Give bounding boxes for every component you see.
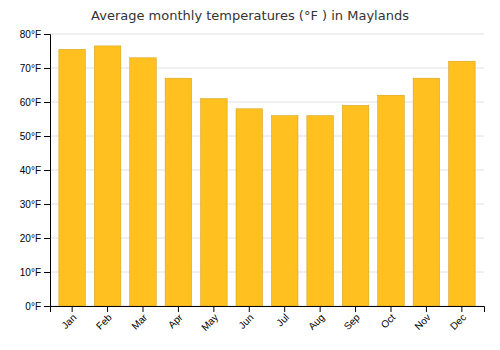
y-tick: 0°F <box>25 301 50 312</box>
y-tick-mark <box>44 238 50 239</box>
y-tick-label: 80°F <box>20 29 41 40</box>
x-tick-mark <box>249 306 250 312</box>
y-axis-line <box>44 35 51 307</box>
y-axis: 0°F 10°F 20°F 30°F 40°F 50°F 60°F 70°F 80°F <box>20 29 51 312</box>
x-tick-mark <box>72 306 73 312</box>
x-tick: May <box>199 306 220 333</box>
y-tick-mark <box>44 136 50 137</box>
y-tick-label: 40°F <box>20 165 41 176</box>
y-tick-mark <box>44 306 50 307</box>
x-tick-label: Mar <box>129 311 149 331</box>
title: Average monthly temperatures (°F ) in Ma… <box>91 8 409 23</box>
x-tick: Oct <box>379 306 398 330</box>
y-tick: 40°F <box>20 165 50 176</box>
y-tick-mark <box>44 34 50 35</box>
x-tick: Nov <box>412 306 432 332</box>
x-tick-mark <box>284 306 285 312</box>
x-tick: Dec <box>448 306 468 332</box>
x-tick: Jun <box>236 306 255 331</box>
x-tick-label: Aug <box>306 312 326 332</box>
y-tick-label: 60°F <box>20 97 41 108</box>
bar <box>307 116 334 306</box>
x-tick: Apr <box>166 306 185 330</box>
x-tick-mark <box>320 306 321 312</box>
x-tick: Mar <box>129 306 149 332</box>
bar <box>378 95 405 306</box>
bar <box>236 109 263 306</box>
y-tick-label: 50°F <box>20 131 41 142</box>
x-tick-mark <box>213 306 214 312</box>
y-tick: 30°F <box>20 199 50 210</box>
x-tick-label: Nov <box>412 312 432 332</box>
x-tick: Aug <box>306 306 326 332</box>
y-tick-label: 0°F <box>25 301 41 312</box>
plot: 0°F 10°F 20°F 30°F 40°F 50°F 60°F 70°F 80°F Jan Fe… <box>20 29 485 333</box>
x-axis-line <box>51 307 485 313</box>
bars <box>59 46 475 306</box>
y-tick: 60°F <box>20 97 50 108</box>
x-tick-mark <box>461 306 462 312</box>
grid <box>50 34 484 306</box>
bar <box>165 78 192 306</box>
x-tick: Jan <box>59 306 78 331</box>
y-tick-mark <box>44 204 50 205</box>
y-tick-label: 70°F <box>20 63 41 74</box>
x-tick-label: Feb <box>94 311 114 331</box>
x-tick-label: Jan <box>59 312 78 331</box>
bar <box>59 49 86 306</box>
bar <box>342 105 369 306</box>
y-tick: 80°F <box>20 29 50 40</box>
x-tick: Jul <box>274 306 291 328</box>
y-tick-mark <box>44 272 50 273</box>
bar <box>413 78 440 306</box>
x-tick: Feb <box>94 306 114 332</box>
chart: 0°F 10°F 20°F 30°F 40°F 50°F 60°F 70°F 80°F Jan Fe… <box>0 0 500 350</box>
x-tick-label: Apr <box>166 311 185 330</box>
bar <box>94 46 121 306</box>
x-tick-mark <box>178 306 179 312</box>
x-tick-label: Jul <box>274 312 291 329</box>
x-tick-label: Oct <box>379 312 398 331</box>
x-tick-label: Sep <box>342 311 363 332</box>
y-tick: 70°F <box>20 63 50 74</box>
bar <box>201 99 228 306</box>
bar <box>271 116 298 306</box>
x-tick-mark <box>107 306 108 312</box>
x-tick: Sep <box>342 306 363 332</box>
y-tick: 50°F <box>20 131 50 142</box>
y-tick-label: 10°F <box>20 267 41 278</box>
y-tick-mark <box>44 68 50 69</box>
x-tick-mark <box>391 306 392 312</box>
x-axis: Jan Feb Mar Apr May Jun Jul Aug Sep Oct Nov Dec <box>51 306 485 333</box>
y-tick-label: 30°F <box>20 199 41 210</box>
y-tick: 20°F <box>20 233 50 244</box>
x-tick-mark <box>355 306 356 312</box>
y-tick-mark <box>44 102 50 103</box>
grid-line <box>50 34 484 35</box>
bar <box>449 61 476 306</box>
x-tick-label: May <box>199 312 220 333</box>
y-tick-mark <box>44 170 50 171</box>
x-tick-label: Dec <box>448 312 468 332</box>
x-tick-mark <box>143 306 144 312</box>
y-tick-label: 20°F <box>20 233 41 244</box>
x-tick-label: Jun <box>236 312 255 331</box>
bar <box>130 58 157 306</box>
y-tick: 10°F <box>20 267 50 278</box>
x-tick-mark <box>426 306 427 312</box>
